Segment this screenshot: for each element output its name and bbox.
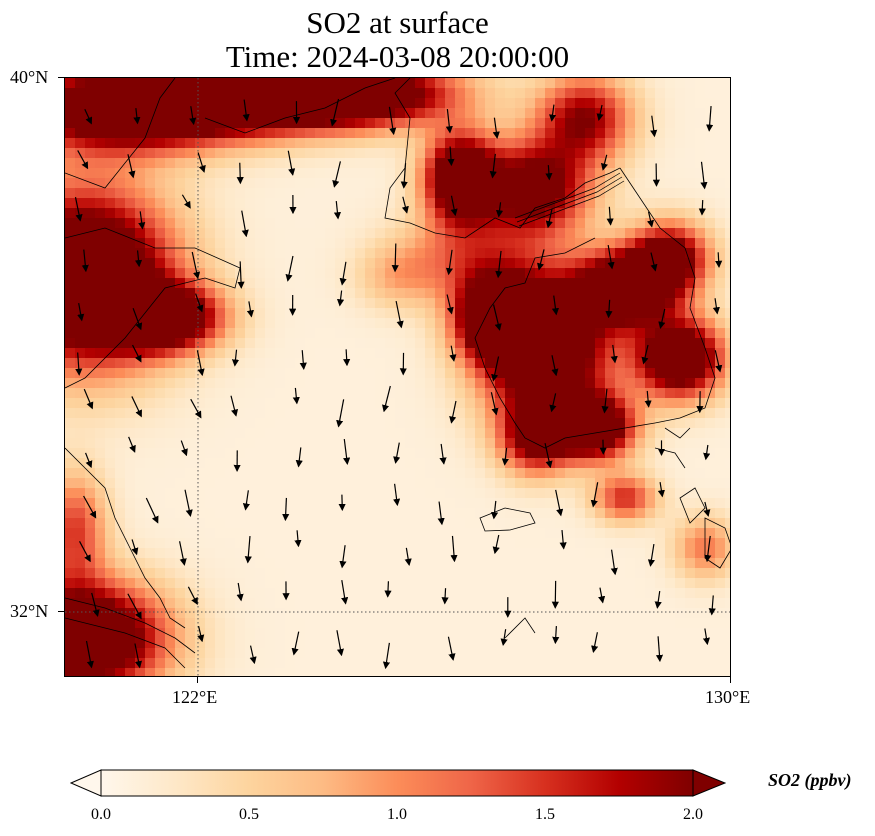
tick-130e — [730, 677, 731, 683]
so2-field — [65, 78, 730, 676]
colorbar-tick-0: 0.0 — [91, 806, 111, 823]
tick-32n — [58, 611, 64, 612]
wind-vectors — [74, 98, 723, 670]
gridlines — [65, 78, 730, 676]
coastlines — [65, 78, 730, 669]
lon-label-130e: 130°E — [705, 687, 751, 707]
colorbar-extend-min — [69, 769, 102, 797]
colorbar-tick-2: 1.0 — [387, 806, 407, 823]
colorbar-extend-max — [692, 769, 727, 797]
tick-40n — [58, 77, 64, 78]
map-title-line2: Time: 2024-03-08 20:00:00 — [225, 39, 570, 74]
lon-label-122e: 122°E — [172, 687, 218, 707]
lat-label-32n: 32°N — [10, 601, 49, 621]
colorbar-gradient — [69, 769, 727, 797]
colorbar-bar — [100, 769, 694, 797]
colorbar-title: SO2 (ppbv) — [768, 770, 852, 790]
lat-label-40n: 40°N — [10, 67, 49, 87]
colorbar-tick-4: 2.0 — [683, 806, 703, 823]
colorbar-tick-3: 1.5 — [535, 806, 555, 823]
colorbar-tick-1: 0.5 — [239, 806, 259, 823]
so2-map — [65, 78, 730, 676]
colorbar — [69, 768, 727, 798]
map-panel — [64, 77, 731, 677]
map-title-line1: SO2 at surface — [306, 5, 489, 40]
tick-122e — [197, 677, 198, 683]
